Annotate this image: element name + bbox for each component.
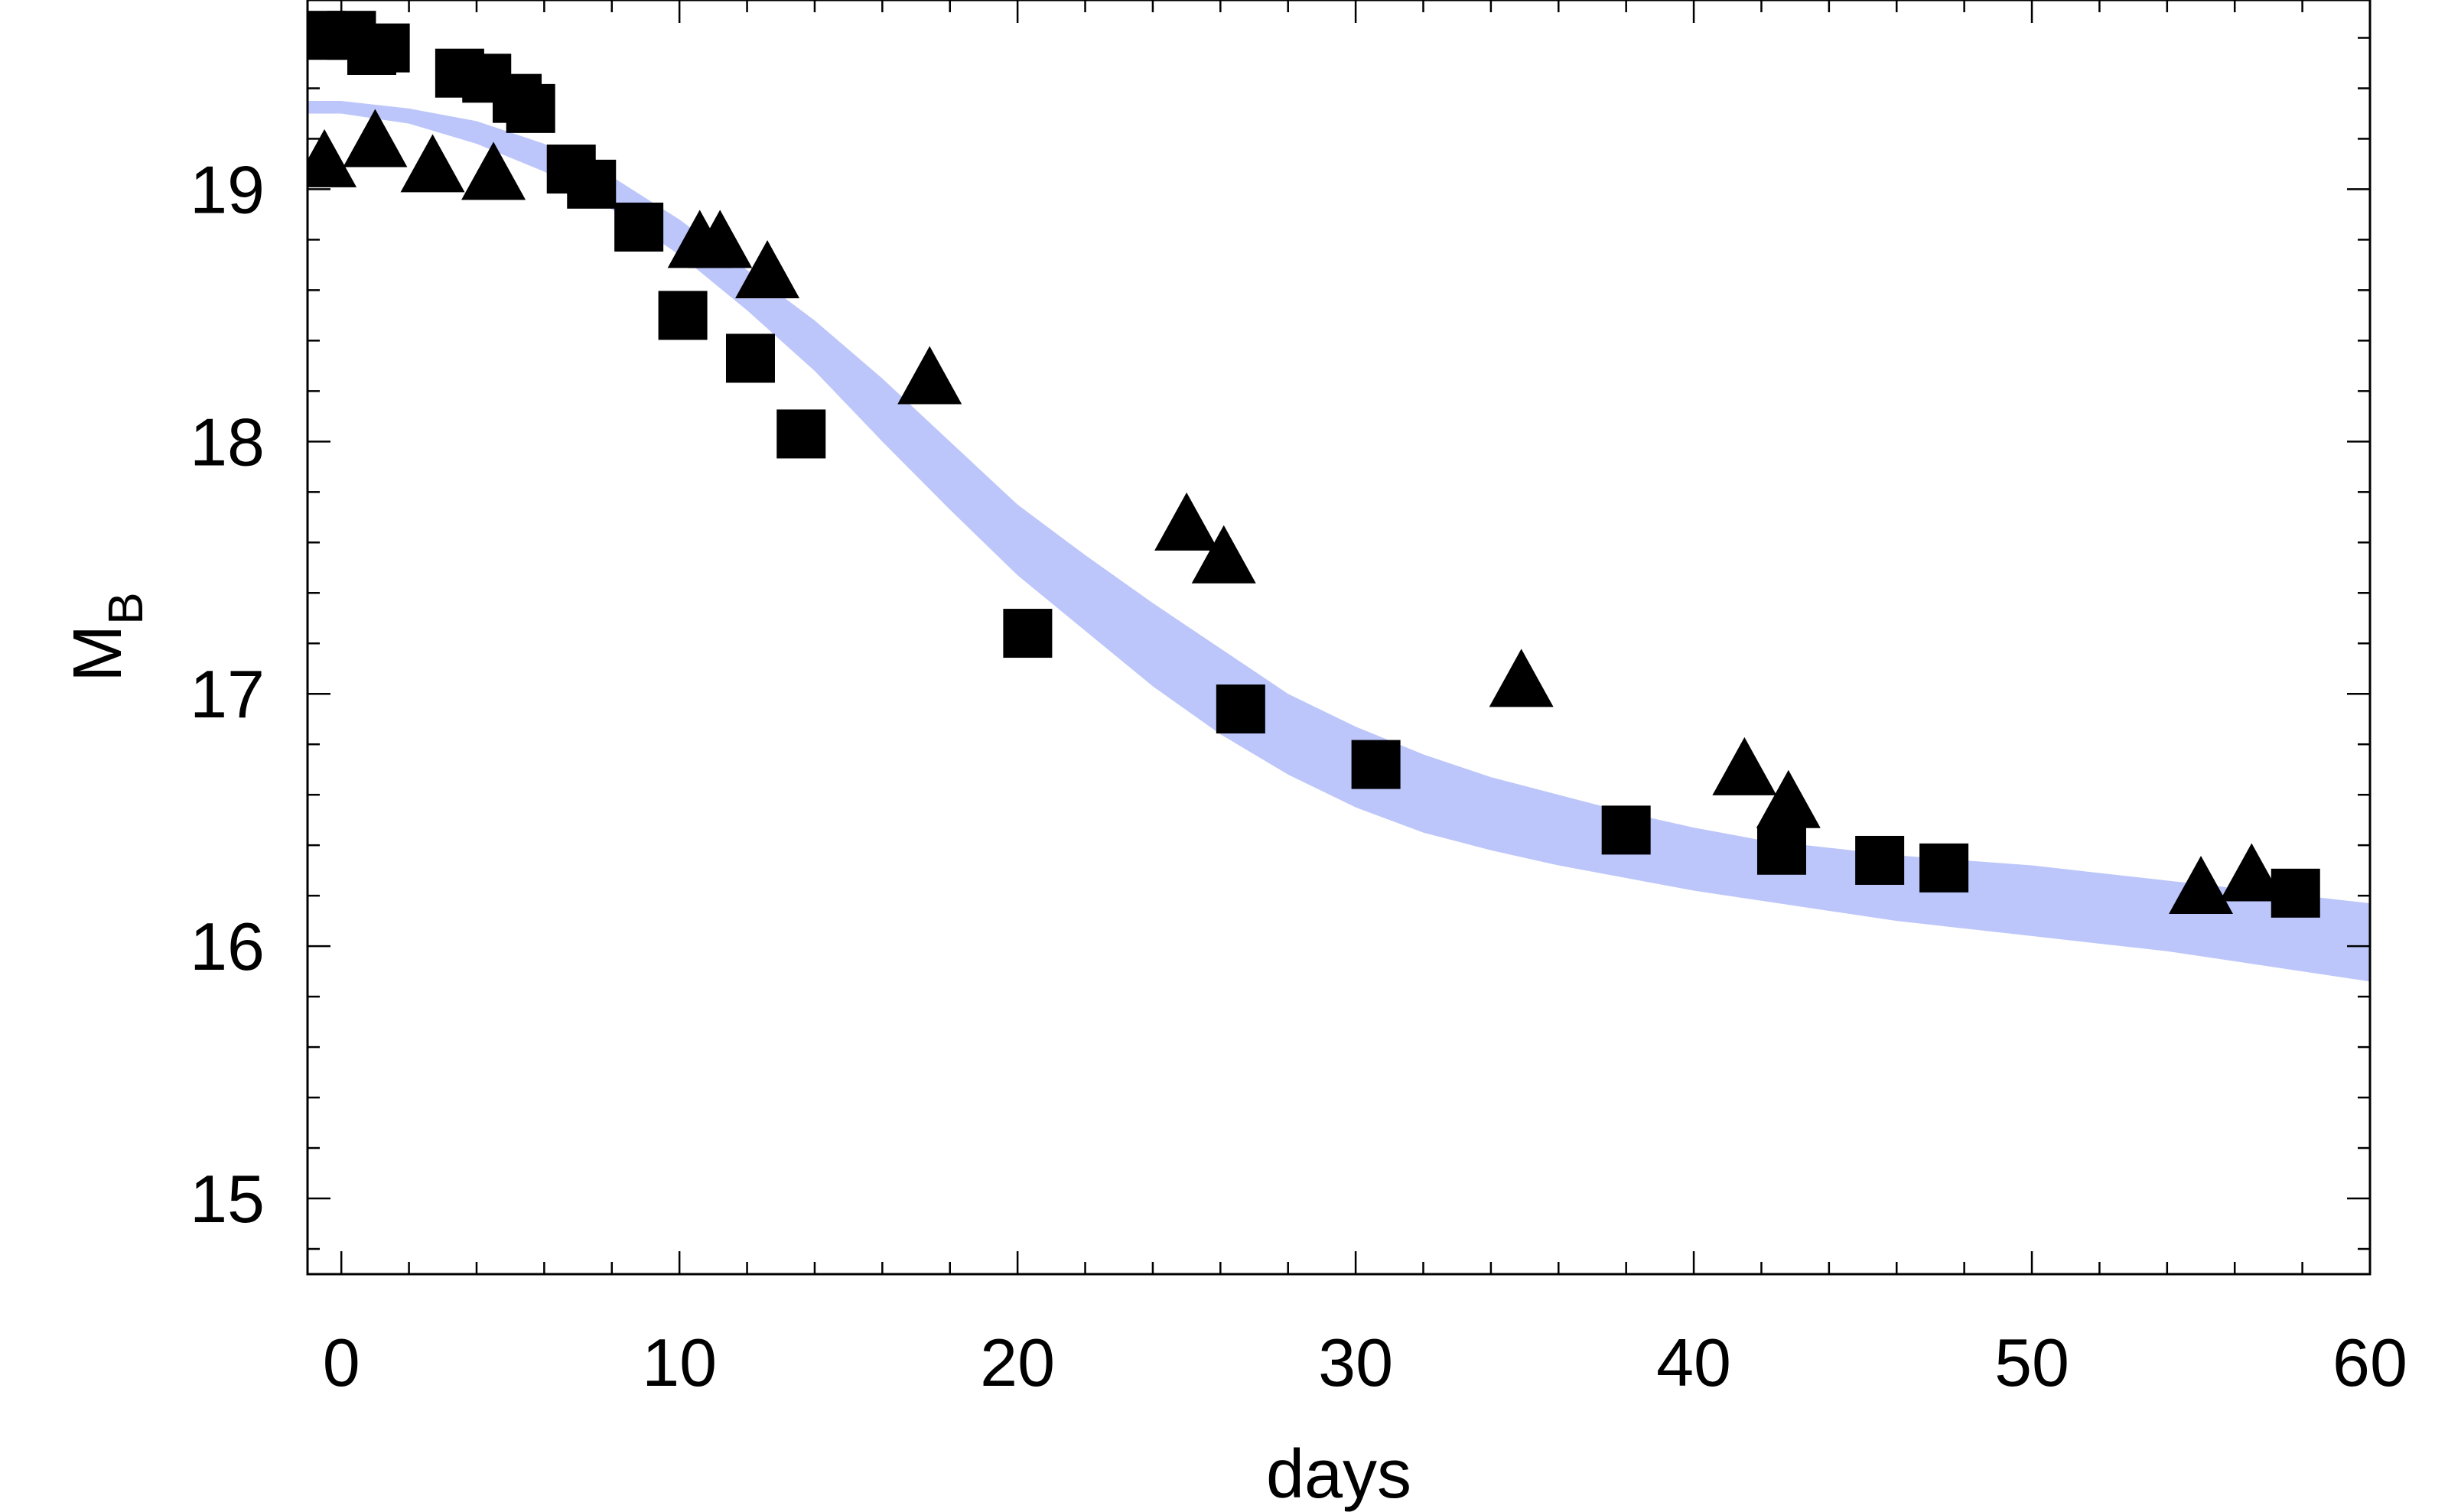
square-point xyxy=(1003,609,1053,658)
square-point xyxy=(1756,825,1806,875)
triangle-point xyxy=(1489,649,1554,707)
triangle-point xyxy=(343,109,408,167)
tick-label-layer: 0 10 20 30 40 50 60 15 16 17 18 19 xyxy=(190,151,2407,1400)
marker-layer xyxy=(308,11,2320,918)
triangle-point xyxy=(1191,525,1256,584)
triangle-point xyxy=(688,210,753,268)
triangle-point xyxy=(2219,843,2284,902)
square-point xyxy=(1216,684,1265,734)
square-point xyxy=(614,202,664,252)
y-tick-label: 19 xyxy=(190,151,265,227)
x-tick-label: 10 xyxy=(642,1325,717,1400)
square-point xyxy=(1601,805,1651,855)
square-point xyxy=(506,83,555,133)
triangle-point xyxy=(1712,736,1777,795)
model-band xyxy=(308,100,2370,982)
square-point xyxy=(725,333,775,383)
y-axis-title: MB xyxy=(60,592,153,682)
y-tick-label: 18 xyxy=(190,404,265,480)
square-point xyxy=(1919,843,1969,893)
x-tick-label: 60 xyxy=(2332,1325,2407,1400)
x-tick-label: 30 xyxy=(1318,1325,1393,1400)
x-tick-label: 50 xyxy=(1994,1325,2069,1400)
plot-frame xyxy=(306,0,2372,1276)
triangle-point xyxy=(735,239,800,298)
x-axis-title: days xyxy=(1266,1436,1411,1512)
x-tick-label: 20 xyxy=(980,1325,1055,1400)
square-point xyxy=(360,23,410,73)
triangle-point xyxy=(1756,769,1821,828)
triangle-point xyxy=(897,346,962,405)
x-tick-label: 0 xyxy=(323,1325,360,1400)
square-point xyxy=(567,159,617,209)
y-tick-label: 17 xyxy=(190,656,265,732)
model-band-layer xyxy=(308,100,2370,982)
y-axis-title-main: M xyxy=(60,625,136,682)
x-tick-label: 40 xyxy=(1656,1325,1731,1400)
square-point xyxy=(1855,835,1905,885)
plot-frame-layer xyxy=(306,0,2372,1276)
triangle-point xyxy=(2169,855,2234,914)
triangle-point xyxy=(400,134,465,193)
triangle-point xyxy=(461,141,526,200)
y-axis-title-subscript: B xyxy=(98,592,153,625)
triangle-point xyxy=(1154,492,1219,551)
y-tick-label: 16 xyxy=(190,909,265,984)
square-point xyxy=(1351,740,1401,789)
y-tick-label: 15 xyxy=(190,1161,265,1237)
square-point xyxy=(776,409,826,459)
triangle-point xyxy=(308,128,357,187)
square-point xyxy=(658,291,708,340)
